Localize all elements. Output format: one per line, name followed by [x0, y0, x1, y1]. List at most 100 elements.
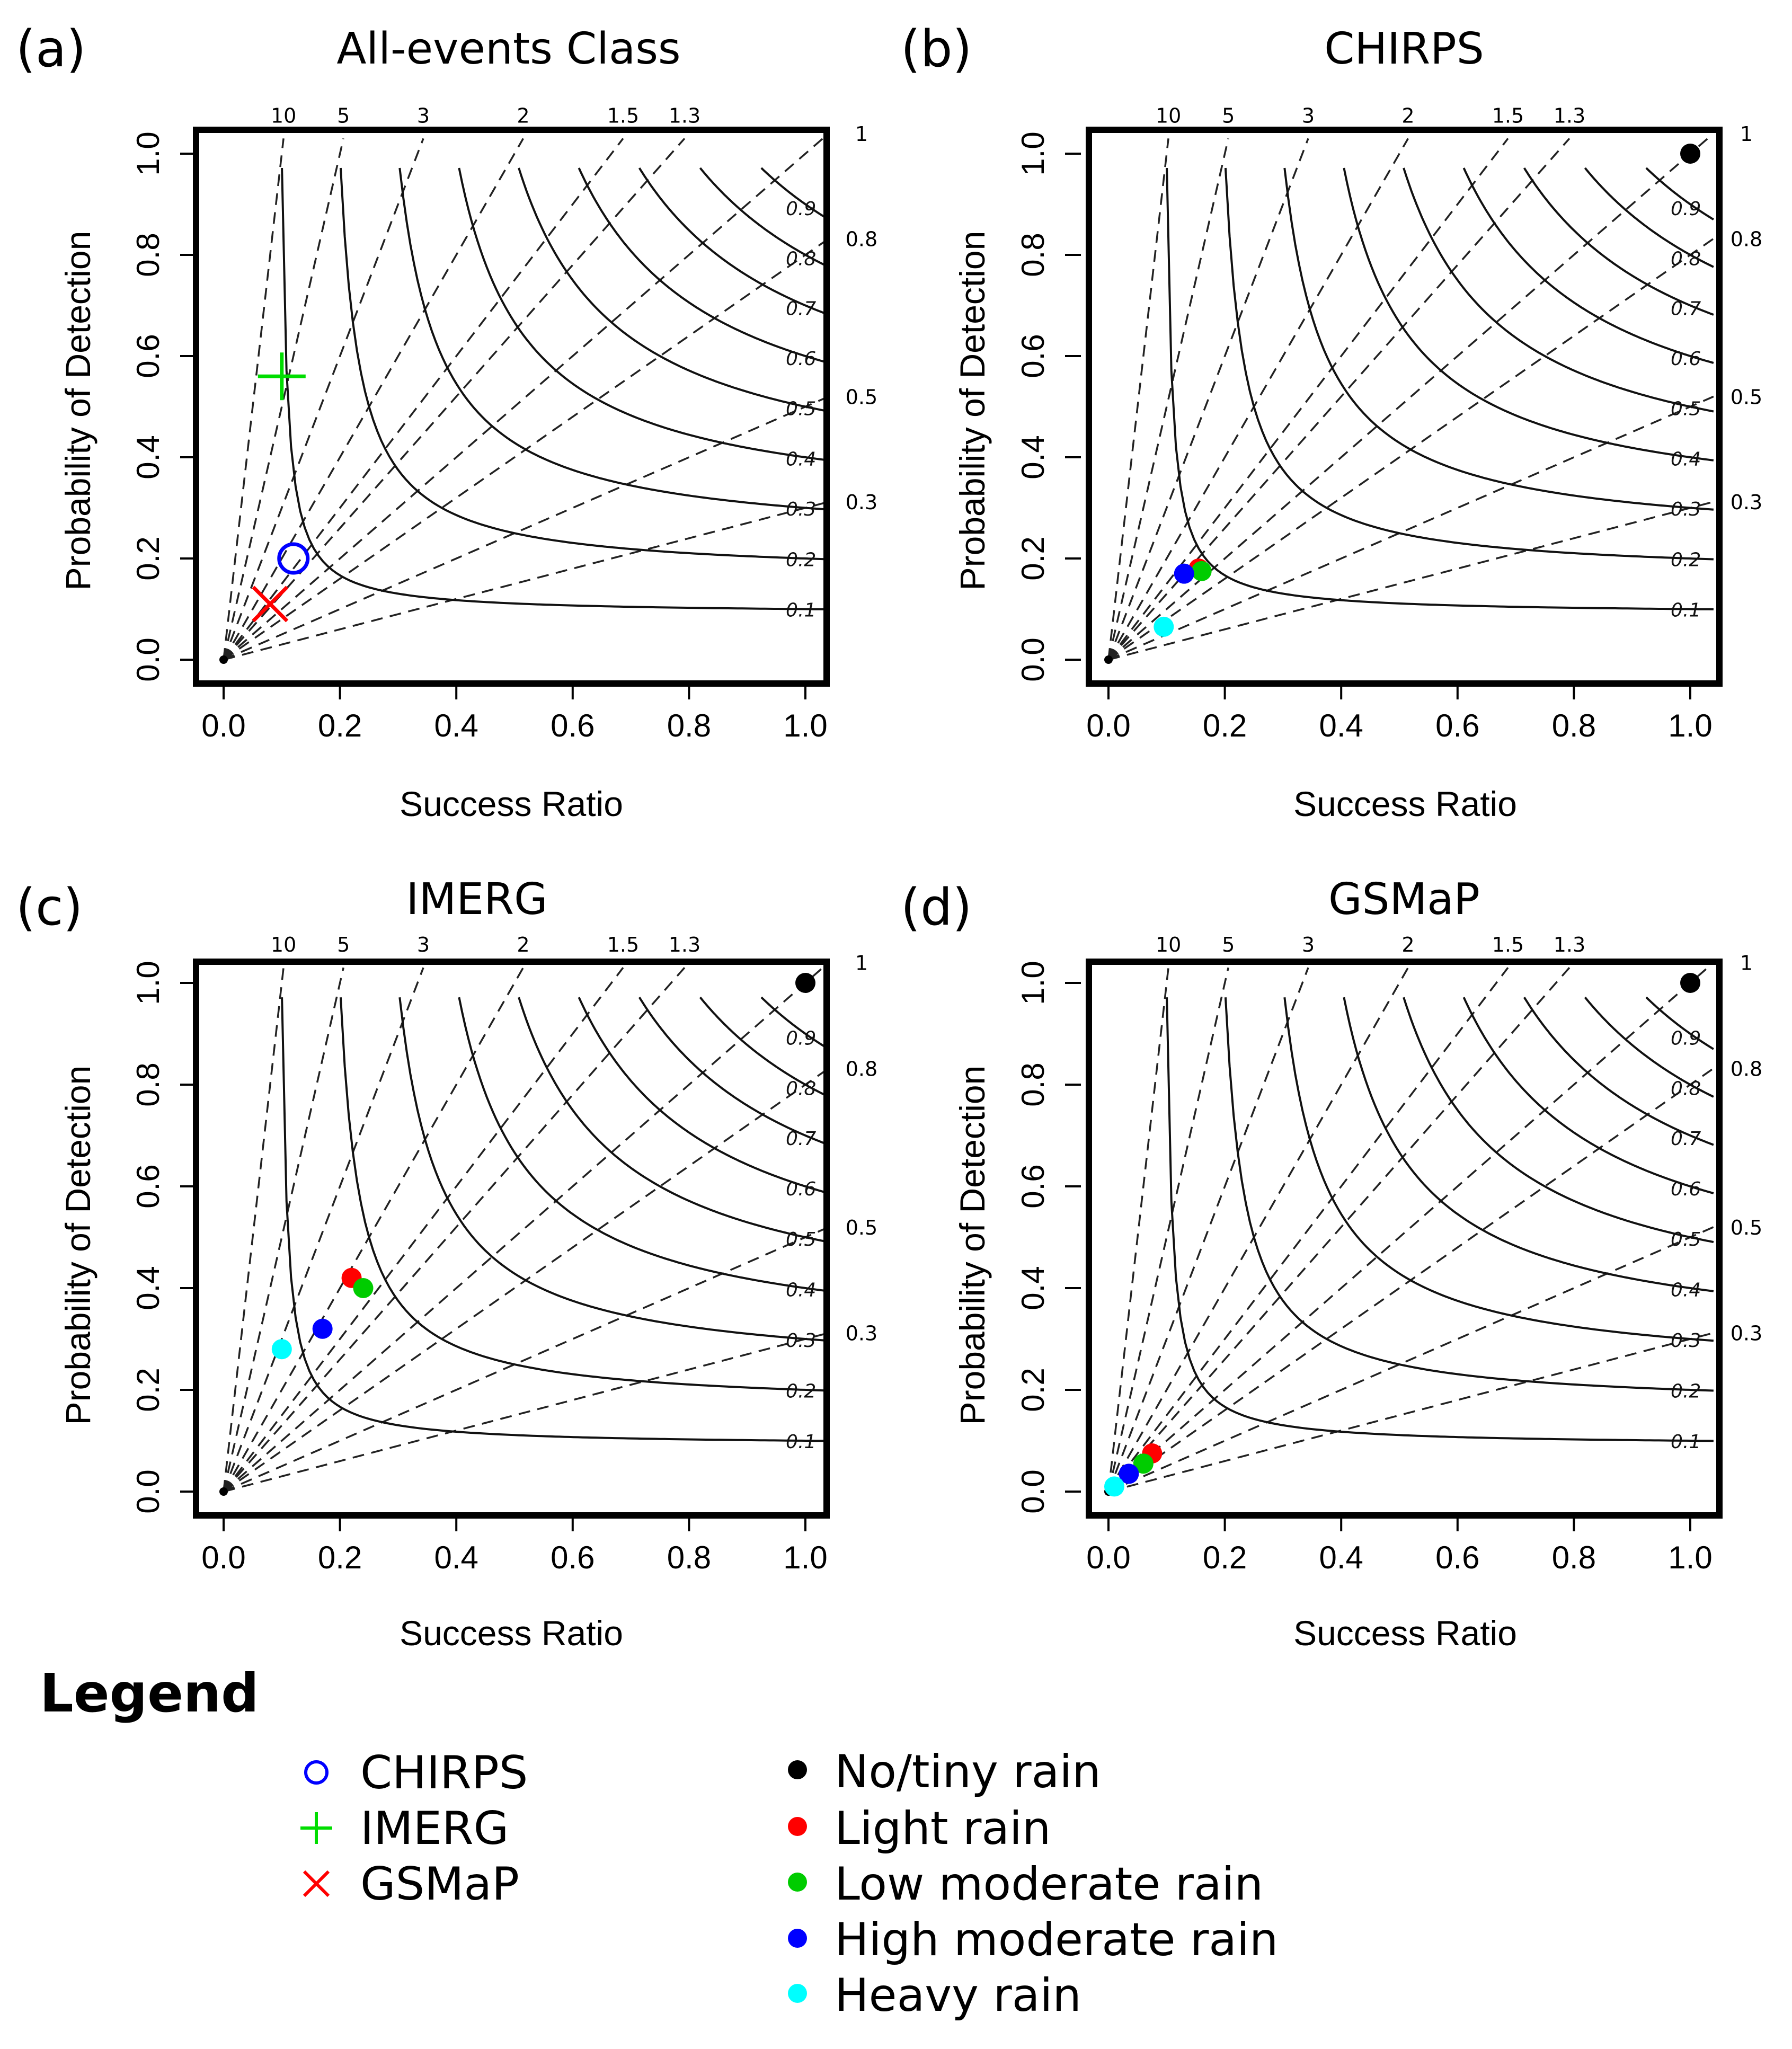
bias-line — [1108, 1226, 1714, 1493]
csi-curve — [760, 167, 830, 220]
data-point — [1104, 1476, 1124, 1497]
bias-label-right: 0.3 — [846, 1321, 877, 1345]
data-point — [277, 542, 310, 575]
panel-title: All-events Class — [336, 24, 680, 74]
bias-label-right: 0.5 — [1731, 385, 1762, 409]
y-tick-label: 1.0 — [1015, 961, 1051, 1005]
csi-curve — [398, 167, 829, 511]
low-moderate-rain-dot-icon — [788, 1873, 807, 1892]
csi-label: 0.9 — [786, 198, 816, 220]
plot-frame — [193, 959, 830, 1519]
y-tick-label: 0.8 — [1015, 233, 1051, 277]
x-tick-label: 1.0 — [783, 708, 827, 743]
y-tick-label: 0.0 — [1015, 637, 1051, 681]
x-tick-label: 0.6 — [551, 708, 595, 743]
bias-line — [223, 967, 344, 1492]
bias-line — [223, 1226, 829, 1493]
bias-label: 1.5 — [607, 933, 639, 956]
heavy-rain-dot-icon — [788, 1984, 807, 2003]
bias-label: 1.3 — [1554, 104, 1585, 127]
bias-label-right: 1 — [855, 952, 868, 975]
x-axis-label: Success Ratio — [400, 1613, 623, 1653]
csi-label: 0.4 — [786, 448, 816, 470]
bias-label: 1.5 — [607, 104, 639, 127]
bias-line — [1107, 138, 1409, 660]
data-point — [1119, 1463, 1139, 1484]
x-axis-label: Success Ratio — [1293, 1613, 1517, 1653]
data-point — [271, 1339, 292, 1360]
csi-label: 0.2 — [786, 1380, 816, 1402]
x-tick-label: 0.4 — [434, 1540, 478, 1575]
x-tick-label: 0.8 — [667, 708, 711, 743]
y-axis-label: Probability of Detection — [953, 1066, 992, 1425]
diagram-grid: 0.9 0.8 0.7 0.6 0.5 0.4 0.3 0.2 0.1 — [1104, 966, 1714, 1496]
bias-line — [1108, 501, 1714, 661]
csi-curve — [1224, 167, 1714, 561]
csi-label: 0.9 — [1671, 1028, 1701, 1050]
csi-curve — [1645, 167, 1715, 220]
panel-title: CHIRPS — [1324, 24, 1484, 74]
csi-label: 0.4 — [786, 1279, 816, 1301]
csi-label: 0.2 — [786, 549, 816, 571]
csi-curve — [1462, 997, 1714, 1194]
bias-line — [223, 138, 524, 660]
y-tick-label: 0.4 — [1015, 435, 1051, 479]
y-tick-label: 0.2 — [1015, 1368, 1051, 1412]
plot-frame — [193, 127, 830, 687]
bias-line — [1107, 967, 1309, 1492]
bias-label: 2 — [517, 933, 529, 956]
csi-curve — [1523, 167, 1714, 316]
csi-label: 0.7 — [786, 1128, 816, 1150]
csi-label: 0.6 — [1671, 348, 1701, 370]
data-points — [271, 973, 815, 1360]
bias-label: 10 — [271, 104, 296, 127]
csi-label: 0.5 — [1671, 398, 1701, 420]
csi-curve — [339, 167, 829, 561]
csi-curve — [458, 167, 829, 462]
y-tick-label: 0.8 — [130, 233, 166, 277]
csi-curve — [458, 997, 829, 1292]
bias-label: 3 — [1302, 104, 1315, 127]
csi-label: 0.2 — [1671, 549, 1701, 571]
y-tick-label: 0.4 — [1015, 1266, 1051, 1310]
bias-label-right: 0.3 — [846, 491, 877, 514]
y-axis-label: Probability of Detection — [953, 231, 992, 591]
legend-classes: No/tiny rain Light rain Low moderate rai… — [788, 1745, 1278, 2022]
csi-curve — [518, 167, 829, 413]
csi-label: 0.6 — [1671, 1178, 1701, 1200]
data-points — [1104, 973, 1700, 1497]
legend: Legend CHIRPS IMERG GSMaP No/tiny rain L… — [40, 1662, 1278, 2022]
x-axis-label: Success Ratio — [400, 784, 623, 823]
csi-curve — [1645, 996, 1714, 1050]
bias-label-right: 1 — [1740, 952, 1753, 975]
bias-line — [223, 501, 829, 661]
panel-letter: (a) — [16, 20, 86, 78]
csi-curve — [578, 997, 829, 1194]
csi-curve — [638, 997, 829, 1146]
y-tick-label: 0.0 — [130, 1469, 166, 1513]
axis-ticks: 10 5 3 2 1.5 1.3 1 0.8 0.5 0.3 0.0 0.2 0.4 0.6 0.8 1.0 0… — [1015, 104, 1762, 743]
bias-line — [223, 138, 686, 661]
bias-label: 2 — [517, 104, 529, 127]
bias-label-right: 0.8 — [1731, 227, 1762, 251]
y-tick-label: 0.0 — [1015, 1469, 1051, 1513]
csi-label: 0.5 — [786, 1229, 816, 1250]
bias-label: 5 — [337, 933, 350, 956]
csi-curve — [1283, 167, 1714, 511]
y-tick-label: 0.6 — [1015, 1164, 1051, 1208]
bias-label-right: 0.8 — [1731, 1057, 1762, 1080]
y-tick-label: 1.0 — [130, 131, 166, 175]
bias-label-right: 1 — [1740, 122, 1753, 146]
bias-line — [223, 967, 686, 1493]
data-point — [795, 973, 815, 993]
x-tick-label: 0.2 — [1203, 708, 1247, 743]
legend-class-label: High moderate rain — [835, 1913, 1278, 1966]
y-axis-label: Probability of Detection — [58, 1066, 97, 1425]
csi-curve — [1224, 997, 1714, 1392]
origin-dot — [219, 1487, 228, 1496]
bias-line — [1107, 138, 1169, 660]
bias-line — [223, 138, 424, 660]
csi-label: 0.3 — [1671, 499, 1701, 520]
bias-line — [1107, 967, 1509, 1493]
bias-line — [223, 138, 285, 660]
